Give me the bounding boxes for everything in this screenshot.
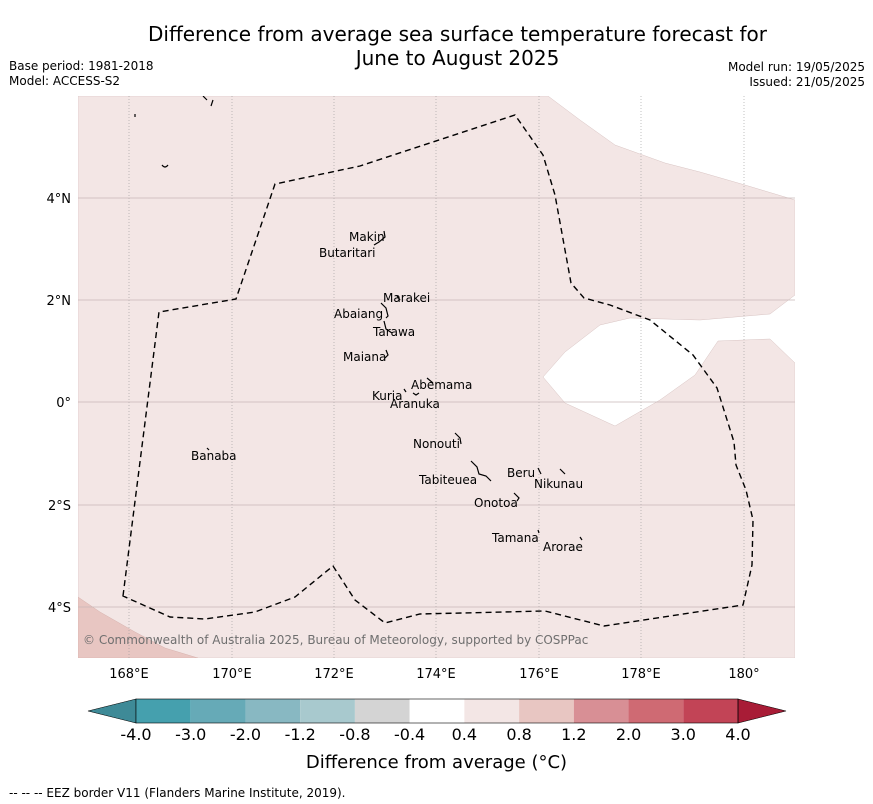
model-info: Base period: 1981-2018 Model: ACCESS-S2 (9, 59, 154, 89)
lon-tick-172: 172°E (314, 667, 354, 682)
colorbar-swatch (190, 699, 246, 723)
lat-tick-0: 0° (56, 396, 71, 411)
map-area (78, 96, 795, 658)
colorbar-swatch (300, 699, 355, 723)
issued-text: Issued: 21/05/2025 (749, 75, 865, 89)
colorbar-swatch (245, 699, 301, 723)
eez-footnote: -- -- -- EEZ border V11 (Flanders Marine… (9, 786, 346, 800)
island-label-marakei: Marakei (383, 291, 430, 305)
colorbar-tick-label: 0.4 (452, 725, 477, 744)
lon-tick-174: 174°E (416, 667, 456, 682)
colorbar-swatch (683, 699, 738, 723)
island-label-onotoa: Onotoa (474, 496, 518, 510)
island-label-makin: Makin (349, 230, 385, 244)
colorbar-tick-label: -3.0 (175, 725, 206, 744)
colorbar-tick-label: -2.0 (230, 725, 261, 744)
colorbar-tick-label: 0.8 (506, 725, 531, 744)
island-label-banaba: Banaba (191, 449, 237, 463)
latitude-tick-labels: 4°N 2°N 0° 2°S 4°S (47, 192, 72, 616)
island-label-nonouti: Nonouti (413, 437, 460, 451)
map-title: Difference from average sea surface temp… (95, 22, 820, 70)
island-label-aranuka: Aranuka (390, 397, 440, 411)
colorbar-swatch (354, 699, 410, 723)
island-labels: Makin Butaritari Marakei Abaiang Tarawa … (191, 230, 583, 554)
lon-tick-170: 170°E (212, 667, 252, 682)
island-label-tarawa: Tarawa (372, 325, 415, 339)
island-label-abaiang: Abaiang (334, 307, 383, 321)
colorbar-outline (135, 698, 739, 724)
colorbar-tick-label: 2.0 (616, 725, 641, 744)
lon-tick-178: 178°E (621, 667, 661, 682)
island-label-arorae: Arorae (543, 540, 583, 554)
base-period-text: Base period: 1981-2018 (9, 59, 154, 73)
colorbar-arrow-low (87, 698, 137, 724)
lat-tick-2n: 2°N (47, 294, 72, 309)
copyright-text: © Commonwealth of Australia 2025, Bureau… (83, 633, 588, 647)
longitude-tick-labels: 168°E 170°E 172°E 174°E 176°E 178°E 180° (109, 667, 759, 682)
lon-tick-168: 168°E (109, 667, 149, 682)
colorbar-tick-label: -0.4 (394, 725, 425, 744)
run-info: Model run: 19/05/2025 Issued: 21/05/2025 (728, 60, 865, 90)
island-label-tabiteuea: Tabiteuea (418, 473, 477, 487)
atoll-outlines (134, 96, 583, 541)
colorbar-tick-label: 1.2 (561, 725, 586, 744)
model-text: Model: ACCESS-S2 (9, 74, 121, 88)
colorbar-swatch (573, 699, 629, 723)
island-label-maiana: Maiana (343, 350, 386, 364)
colorbar-swatch (519, 699, 574, 723)
eez-border (122, 114, 754, 627)
colorbar-swatch (409, 699, 465, 723)
lat-tick-2s: 2°S (48, 499, 71, 514)
colorbar-tick-label: -1.2 (285, 725, 316, 744)
island-label-beru: Beru (507, 466, 535, 480)
lon-tick-180: 180° (728, 667, 759, 682)
island-label-abemama: Abemama (411, 378, 472, 392)
colorbar-tick-label: 3.0 (671, 725, 696, 744)
island-label-nikunau: Nikunau (534, 477, 583, 491)
colorbar: -4.0 -3.0 -2.0 -1.2 -0.8 -0.4 0.4 0.8 1.2 2.0 3.0 4… (87, 698, 787, 744)
island-label-butaritari: Butaritari (319, 246, 376, 260)
colorbar-tick-label: -0.8 (339, 725, 370, 744)
colorbar-tick-label: -4.0 (120, 725, 151, 744)
island-label-kuria: Kuria (372, 389, 403, 403)
colorbar-swatch (136, 699, 191, 723)
colorbar-swatch (628, 699, 684, 723)
title-line-2: June to August 2025 (355, 46, 560, 70)
colorbar-title: Difference from average (°C) (305, 752, 568, 773)
lat-tick-4s: 4°S (48, 601, 71, 616)
longitude-gridlines (128, 96, 745, 658)
colorbar-tick-label: 4.0 (725, 725, 750, 744)
island-label-tamana: Tamana (491, 531, 539, 545)
anomaly-shading-0p8-to-1p2 (78, 596, 199, 658)
title-line-1: Difference from average sea surface temp… (147, 22, 767, 46)
lon-tick-176: 176°E (519, 667, 559, 682)
model-run-text: Model run: 19/05/2025 (727, 60, 865, 74)
colorbar-swatch (464, 699, 520, 723)
lat-tick-4n: 4°N (47, 192, 72, 207)
latitude-gridlines (78, 197, 795, 608)
colorbar-arrow-high (737, 698, 787, 724)
